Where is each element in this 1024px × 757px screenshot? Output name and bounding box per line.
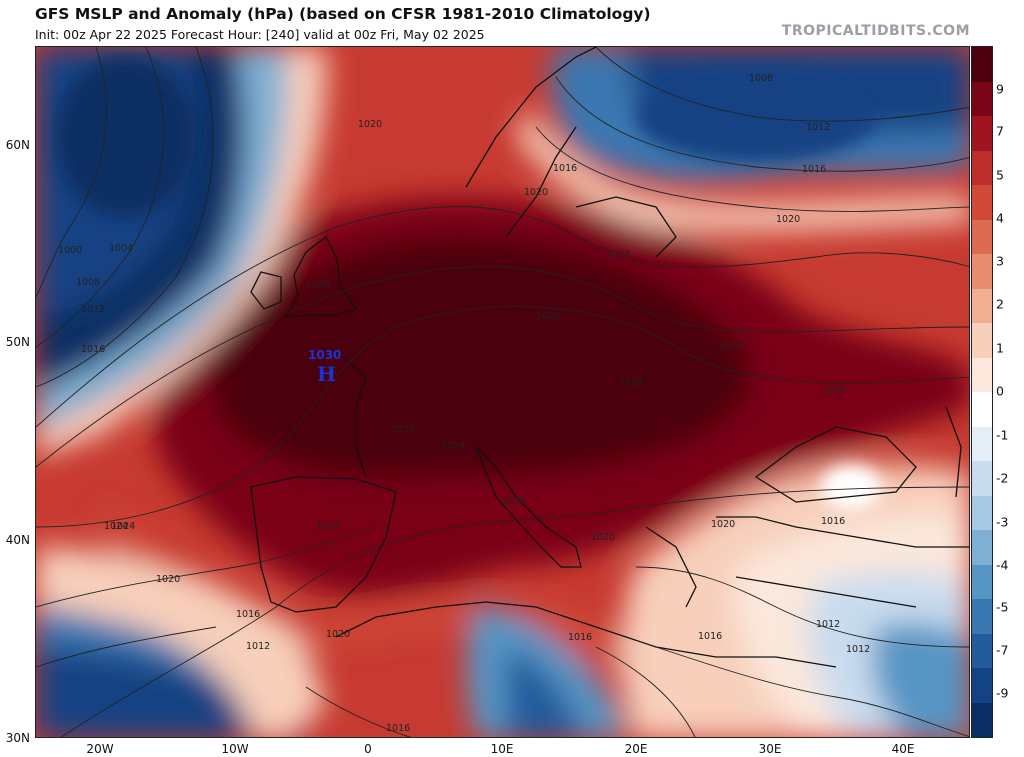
colorbar-segment (972, 702, 992, 737)
colorbar-label: 2 (996, 296, 1004, 312)
isobar-label: 1004 (109, 243, 133, 254)
colorbar-label: 9 (996, 81, 1004, 97)
isobar-label: 1016 (802, 164, 826, 175)
isobar-label: 1020 (711, 519, 735, 530)
isobar-label: 1016 (698, 631, 722, 642)
colorbar-label: -1 (996, 427, 1009, 443)
colorbar-segment (972, 392, 992, 427)
isobar-label: 1012 (816, 619, 840, 630)
high-pressure-center: 1030 H (308, 348, 341, 386)
high-center-label: H (317, 362, 336, 386)
colorbar-segment (972, 461, 992, 496)
isobar-label: 1016 (568, 632, 592, 643)
isobar-label: 1024 (111, 521, 135, 532)
isobar-label: 1028 (391, 424, 415, 435)
isobar-label: 1028 (306, 279, 330, 290)
colorbar-segment (972, 599, 992, 634)
isobar-label: 1024 (821, 385, 845, 396)
isobar-label: 1020 (524, 187, 548, 198)
isobar-label: 1024 (104, 521, 128, 532)
anomaly-map[interactable]: 1020 1024 1028 1028 1028 1024 1024 1024 … (35, 46, 970, 738)
colorbar-label: 4 (996, 210, 1004, 226)
colorbar-label: 5 (996, 167, 1004, 183)
map-subtitle: Init: 00z Apr 22 2025 Forecast Hour: [24… (35, 27, 485, 42)
isobar-label: 1024 (316, 521, 340, 532)
map-title: GFS MSLP and Anomaly (hPa) (based on CFS… (35, 5, 651, 23)
colorbar-segment (972, 633, 992, 668)
isobar-label: 1012 (246, 641, 270, 652)
lon-label-10w: 10W (221, 742, 249, 756)
isobar-label: 1020 (501, 496, 525, 507)
colorbar-segment (972, 668, 992, 703)
colorbar-segment (972, 357, 992, 392)
lon-label-20e: 20E (624, 742, 648, 756)
lon-label-0: 0 (364, 742, 372, 756)
colorbar-segment (972, 323, 992, 358)
colorbar-segment (972, 426, 992, 461)
colorbar-segment (972, 185, 992, 220)
isobar-label: 1024 (441, 441, 465, 452)
lat-label-40n: 40N (5, 533, 30, 547)
lat-label-60n: 60N (5, 138, 30, 152)
isobar-label: 1016 (553, 163, 577, 174)
colorbar-label: -2 (996, 470, 1009, 486)
colorbar-segment (972, 219, 992, 254)
colorbar-label: 3 (996, 253, 1004, 269)
colorbar-label: -5 (996, 599, 1009, 615)
colorbar-label: -3 (996, 514, 1009, 530)
isobar-label: 1012 (81, 304, 105, 315)
lat-label-30n: 30N (5, 731, 30, 745)
isobars (36, 47, 969, 737)
colorbar-segment (972, 495, 992, 530)
coastlines (250, 47, 969, 668)
colorbar-label: -4 (996, 557, 1009, 573)
colorbar-segment (972, 564, 992, 599)
isobar-label: 1020 (776, 214, 800, 225)
lon-label-10e: 10E (490, 742, 514, 756)
isobar-label: 1028 (536, 311, 560, 322)
lon-label-20w: 20W (86, 742, 114, 756)
colorbar (971, 46, 993, 738)
colorbar-segment (972, 47, 992, 82)
isobar-label: 1016 (386, 723, 410, 734)
isobar-label: 1016 (81, 344, 105, 355)
colorbar-label: -7 (996, 642, 1009, 658)
isobar-label: 1008 (749, 73, 773, 84)
colorbar-label: 1 (996, 340, 1004, 356)
isobar-label: 1016 (236, 609, 260, 620)
isobar-label: 1024 (718, 342, 742, 353)
lon-label-30e: 30E (758, 742, 782, 756)
isobar-label: 1020 (326, 629, 350, 640)
isobar-label: 1016 (821, 516, 845, 527)
colorbar-label: 0 (996, 383, 1004, 399)
colorbar-label: -9 (996, 685, 1009, 701)
isobar-label: 1000 (58, 245, 82, 256)
isobar-label: 1020 (156, 574, 180, 585)
colorbar-segment (972, 288, 992, 323)
isobar-label: 1008 (76, 277, 100, 288)
anomaly-map-svg: 1020 1024 1028 1028 1028 1024 1024 1024 … (36, 47, 969, 737)
isobar-label: 1020 (591, 532, 615, 543)
isobar-label: 1012 (846, 644, 870, 655)
brand-watermark: TROPICALTIDBITS.COM (781, 23, 970, 39)
isobar-label: 1020 (358, 119, 382, 130)
colorbar-segment (972, 530, 992, 565)
colorbar-segment (972, 150, 992, 185)
isobar-label: 1024 (606, 249, 630, 260)
colorbar-segment (972, 81, 992, 116)
isobar-labels: 1020 1024 1028 1028 1028 1024 1024 1024 … (58, 73, 870, 734)
colorbar-segment (972, 116, 992, 151)
lon-label-40e: 40E (891, 742, 915, 756)
colorbar-segment (972, 254, 992, 289)
isobar-label: 1024 (619, 377, 643, 388)
high-center-value: 1030 (308, 348, 341, 362)
isobar-label: 1012 (806, 122, 830, 133)
lat-label-50n: 50N (5, 335, 30, 349)
colorbar-label: 7 (996, 123, 1004, 139)
